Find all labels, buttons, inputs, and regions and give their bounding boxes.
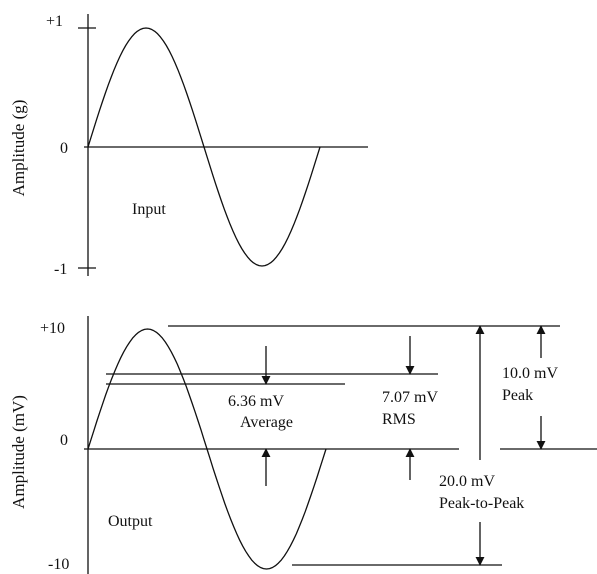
rms-value-label: 7.07 mV xyxy=(382,389,438,406)
average-value-label: 6.36 mV xyxy=(228,393,284,410)
input-tick-label-top: +1 xyxy=(46,13,63,30)
output-signal-label: Output xyxy=(108,513,153,530)
average-label: Average xyxy=(240,414,293,431)
input-tick-label-bottom: -1 xyxy=(54,261,67,278)
output-y-axis-label: Amplitude (mV) xyxy=(9,395,28,509)
input-signal-label: Input xyxy=(132,201,166,218)
output-tick-label-zero: 0 xyxy=(60,432,68,449)
rms-label: RMS xyxy=(382,411,416,428)
input-tick-label-zero: 0 xyxy=(60,140,68,157)
output-sine-wave xyxy=(87,328,327,570)
input-sine-wave xyxy=(87,27,321,267)
input-panel: +1 0 -1 Amplitude (g) Input xyxy=(9,13,368,278)
ptp-value-label: 20.0 mV xyxy=(439,473,495,490)
peak-label: Peak xyxy=(502,387,533,404)
ptp-label: Peak-to-Peak xyxy=(439,495,524,512)
output-tick-label-bottom: -10 xyxy=(48,556,69,573)
peak-value-label: 10.0 mV xyxy=(502,365,558,382)
input-y-axis-label: Amplitude (g) xyxy=(9,100,28,197)
output-panel: +10 0 -10 Amplitude (mV) Output 6.36 mV … xyxy=(9,316,597,574)
output-tick-label-top: +10 xyxy=(40,320,65,337)
